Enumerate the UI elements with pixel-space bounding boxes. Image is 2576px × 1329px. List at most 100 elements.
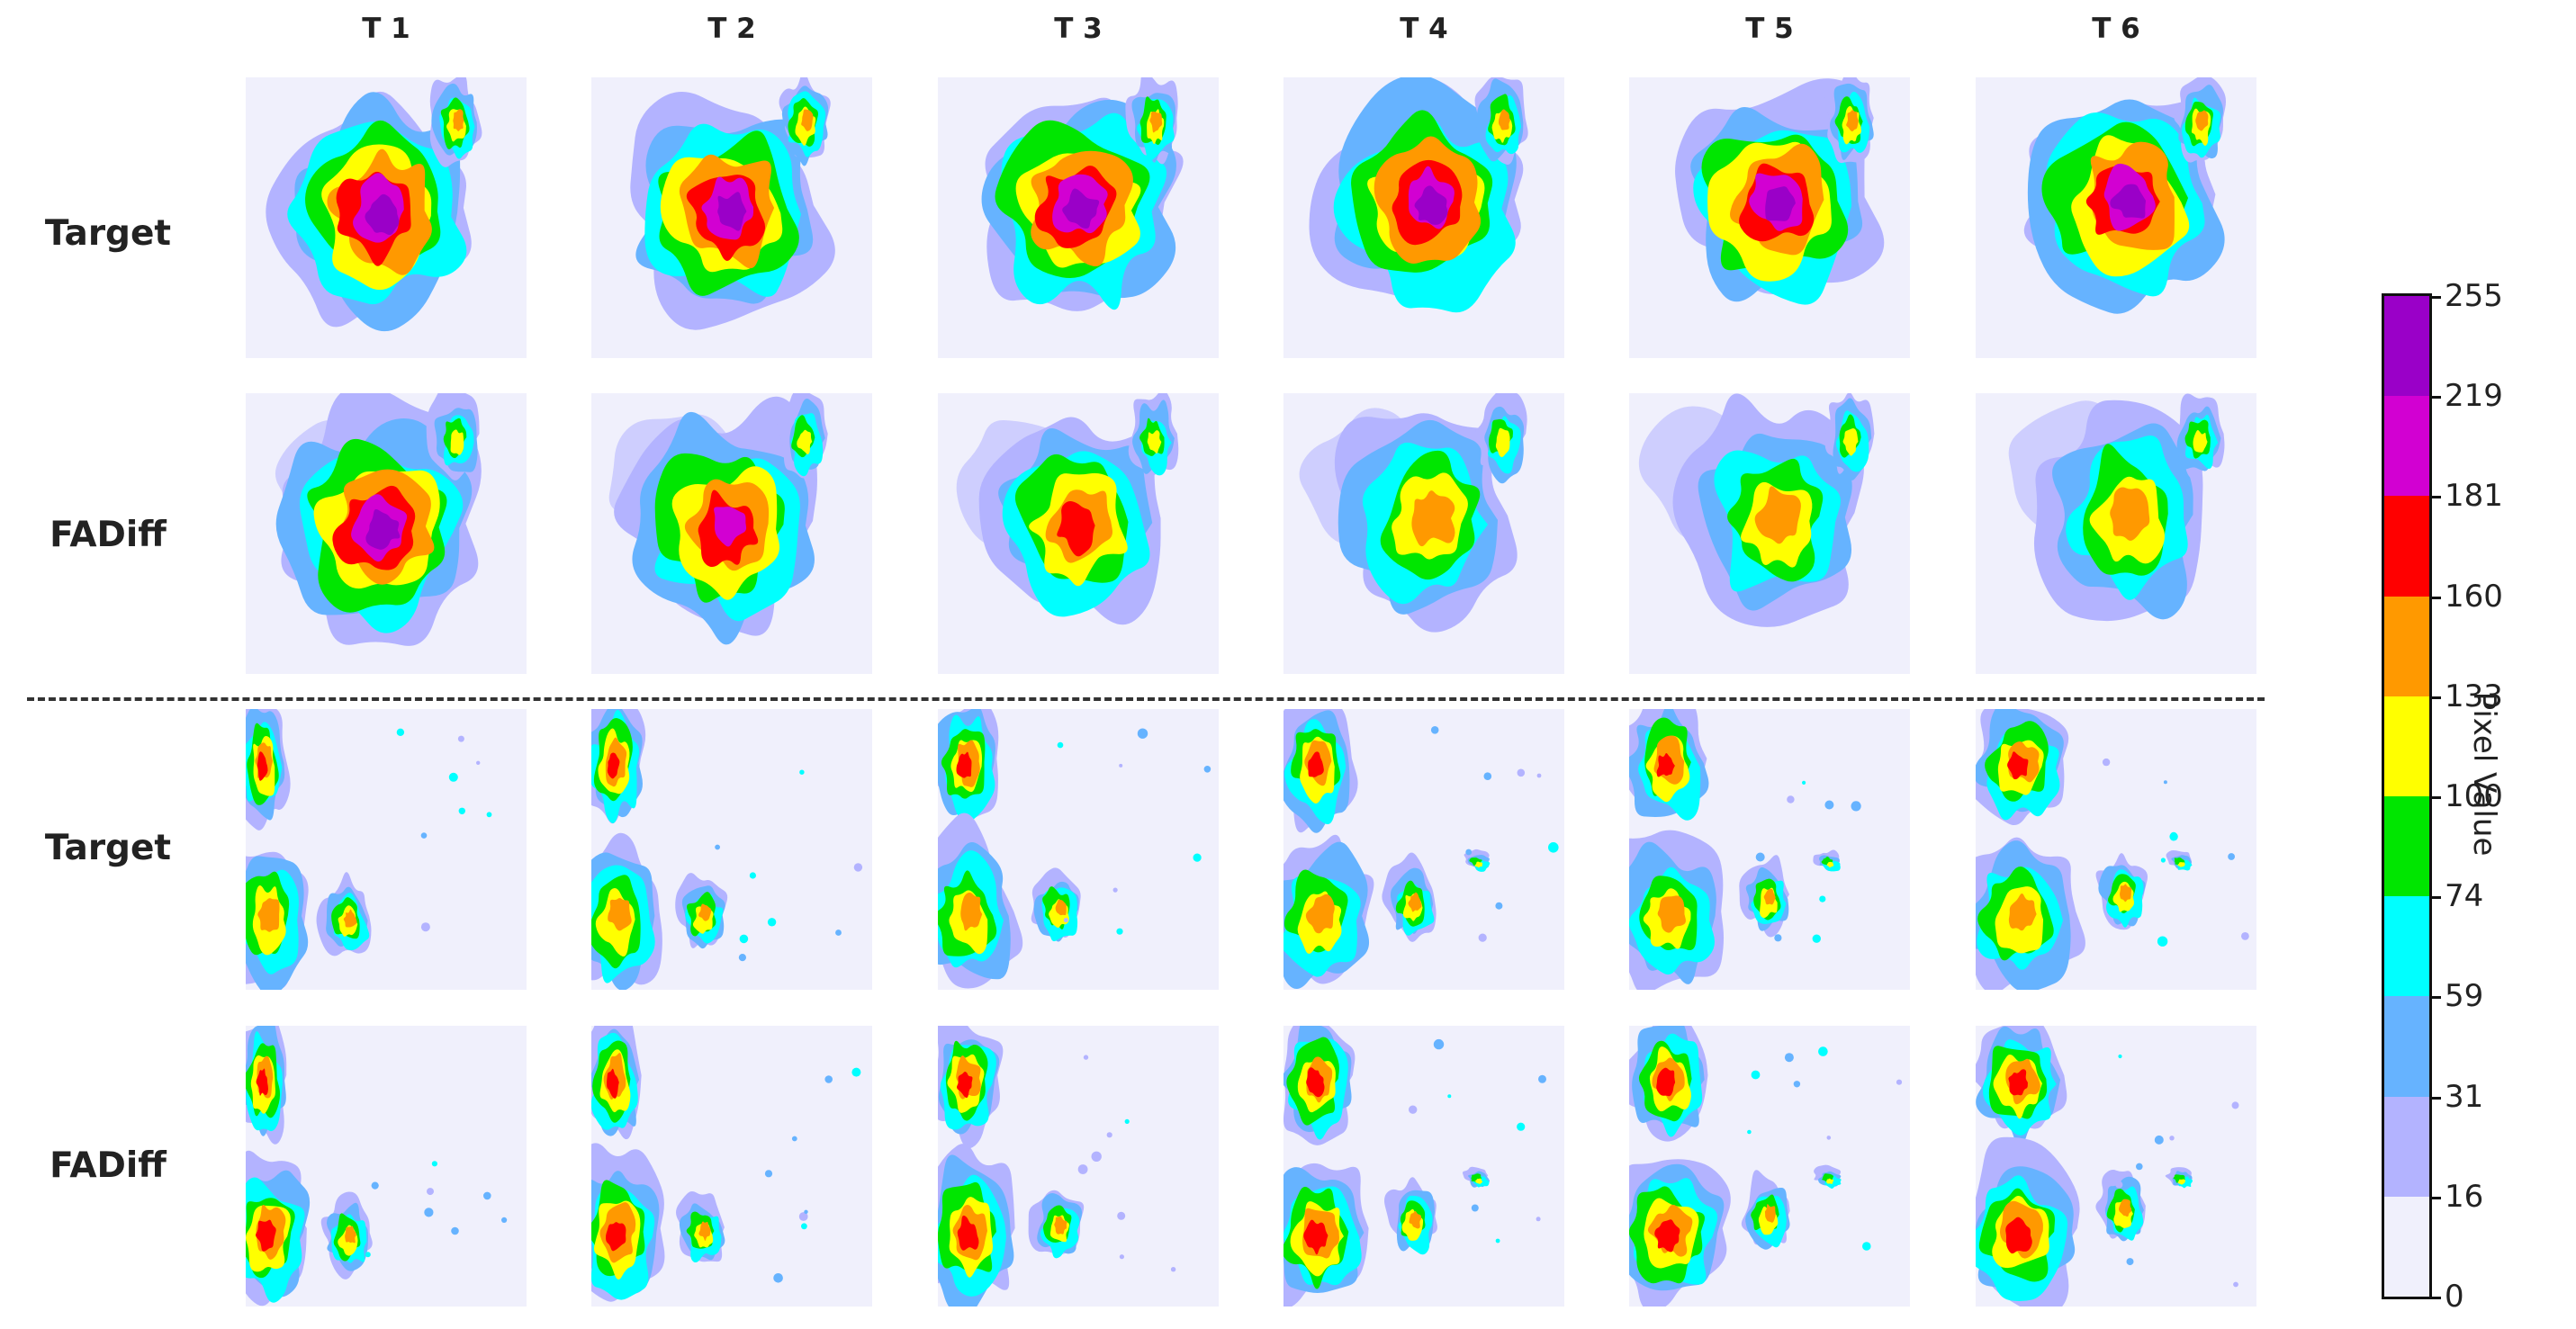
intensity-speck	[1536, 773, 1542, 778]
colorbar-segment	[2384, 596, 2429, 697]
intensity-speck	[483, 1191, 491, 1200]
intensity-speck	[1106, 1132, 1112, 1138]
intensity-speck	[1751, 1070, 1761, 1080]
intensity-region	[714, 507, 747, 547]
intensity-speck	[396, 728, 405, 736]
intensity-speck	[1793, 1081, 1801, 1088]
intensity-region	[698, 903, 712, 921]
intensity-region	[608, 898, 632, 931]
colorbar-segment	[2384, 996, 2429, 1098]
intensity-speck	[1819, 895, 1826, 902]
intensity-speck	[1483, 772, 1492, 780]
section-divider	[27, 697, 2265, 701]
intensity-region	[2177, 862, 2185, 867]
intensity-speck	[851, 1067, 861, 1077]
colorbar-tick-label: 31	[2445, 1078, 2484, 1115]
colorbar-tick-label: 59	[2445, 978, 2484, 1015]
colorbar-tick	[2432, 1196, 2441, 1199]
intensity-speck	[431, 1161, 437, 1167]
intensity-speck	[365, 1252, 371, 1258]
intensity-speck	[824, 1075, 833, 1083]
intensity-speck	[1851, 801, 1861, 812]
intensity-speck	[486, 812, 492, 818]
intensity-speck	[1548, 842, 1559, 853]
column-header-t3: T 3	[1054, 13, 1103, 45]
radar-panel	[591, 77, 872, 358]
row-label-target-2: Target	[44, 828, 172, 868]
colorbar-tick	[2432, 696, 2441, 699]
intensity-speck	[1826, 1136, 1832, 1140]
intensity-region	[257, 898, 280, 932]
intensity-speck	[1170, 1267, 1176, 1272]
intensity-speck	[1787, 795, 1795, 804]
intensity-region	[956, 751, 972, 778]
column-header-t6: T 6	[2092, 13, 2140, 45]
radar-panel	[1976, 1026, 2256, 1307]
radar-panel	[591, 1026, 872, 1307]
intensity-region	[2005, 1217, 2032, 1254]
colorbar-segment	[2384, 696, 2429, 797]
intensity-region	[1062, 188, 1100, 229]
intensity-speck	[749, 872, 756, 879]
colorbar-tick	[2432, 1297, 2441, 1299]
intensity-speck	[1430, 726, 1439, 734]
intensity-region	[1474, 861, 1483, 868]
colorbar-tick-label: 0	[2445, 1279, 2464, 1315]
intensity-region	[1765, 186, 1796, 221]
intensity-region	[1654, 1219, 1680, 1253]
column-header-t1: T 1	[362, 13, 410, 45]
intensity-speck	[1824, 800, 1834, 810]
radar-panel	[1283, 1026, 1564, 1307]
intensity-region	[1754, 486, 1801, 544]
intensity-region	[2177, 1179, 2185, 1185]
radar-panel	[938, 1026, 1219, 1307]
intensity-speck	[835, 929, 842, 936]
intensity-speck	[1538, 1074, 1546, 1083]
intensity-region	[1408, 892, 1422, 912]
intensity-region	[1826, 861, 1834, 868]
column-header-t4: T 4	[1400, 13, 1448, 45]
colorbar-tick	[2432, 896, 2441, 900]
intensity-region	[960, 892, 983, 931]
colorbar-segment	[2384, 396, 2429, 498]
intensity-speck	[1471, 1204, 1479, 1212]
intensity-speck	[2102, 758, 2111, 767]
intensity-region	[797, 429, 813, 455]
colorbar-segment	[2384, 796, 2429, 898]
intensity-speck	[1536, 1217, 1541, 1222]
intensity-region	[1764, 1204, 1776, 1223]
intensity-speck	[457, 735, 464, 742]
intensity-speck	[2233, 1281, 2238, 1288]
intensity-speck	[371, 1181, 379, 1190]
colorbar-tick-label: 160	[2445, 578, 2503, 615]
intensity-region	[1842, 427, 1859, 456]
intensity-speck	[1091, 1151, 1102, 1162]
intensity-speck	[420, 832, 428, 839]
column-header-t2: T 2	[707, 13, 756, 45]
intensity-speck	[1784, 1053, 1794, 1063]
colorbar-tick-label: 133	[2445, 678, 2503, 714]
radar-panel	[1976, 77, 2256, 358]
intensity-region	[1498, 109, 1510, 130]
intensity-region	[2110, 184, 2147, 219]
intensity-speck	[2169, 1136, 2175, 1141]
intensity-speck	[804, 1209, 808, 1214]
intensity-region	[2007, 751, 2029, 780]
intensity-region	[453, 109, 464, 131]
intensity-region	[2008, 1069, 2028, 1096]
intensity-speck	[1774, 934, 1782, 942]
colorbar-tick-label: 219	[2445, 378, 2503, 415]
colorbar-tick	[2432, 796, 2441, 799]
intensity-region	[255, 1219, 276, 1252]
row-label-fadiff-1: FADiff	[50, 515, 167, 555]
intensity-speck	[2136, 1163, 2143, 1171]
intensity-region	[607, 752, 620, 779]
intensity-region	[957, 1072, 973, 1099]
intensity-speck	[1119, 763, 1123, 768]
radar-panel	[1283, 709, 1564, 990]
colorbar-segment	[2384, 1196, 2429, 1297]
intensity-speck	[1203, 766, 1211, 773]
intensity-region	[1149, 111, 1163, 133]
intensity-speck	[1896, 1079, 1903, 1085]
intensity-speck	[764, 1170, 773, 1178]
